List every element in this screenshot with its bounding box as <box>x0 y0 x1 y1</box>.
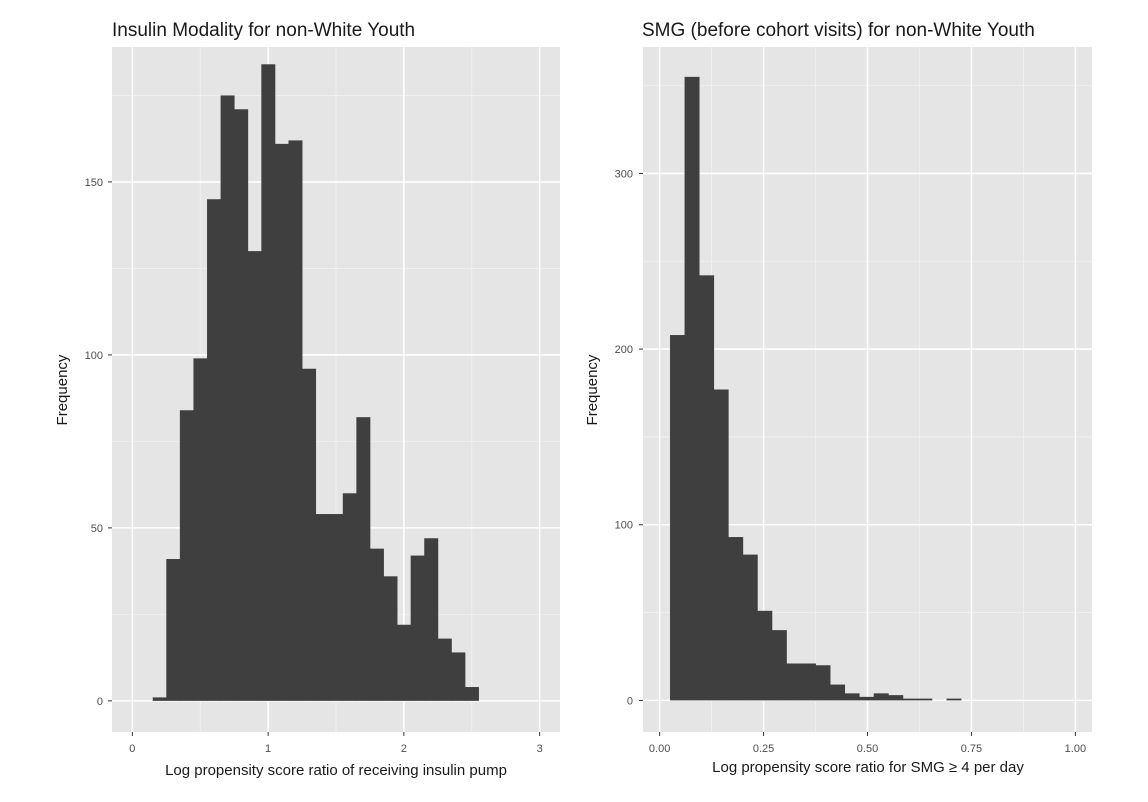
histogram-bar <box>234 109 249 701</box>
y-axis-ticks: 0 100 200 300 <box>615 168 643 707</box>
histogram-bar <box>274 143 289 701</box>
x-tick-label: 0.50 <box>857 743 878 755</box>
x-tick-label: 0 <box>129 743 135 755</box>
x-axis-ticks: 0 1 2 3 <box>129 732 543 755</box>
y-tick-label: 0 <box>97 696 103 708</box>
histogram-bar <box>410 555 425 701</box>
y-tick-label: 150 <box>85 177 103 189</box>
y-tick-label: 100 <box>85 350 103 362</box>
x-tick-label: 0.25 <box>753 743 774 755</box>
histogram-bar <box>713 389 729 701</box>
histogram-bar <box>342 493 357 701</box>
histogram-bar <box>844 693 860 701</box>
y-tick-label: 100 <box>615 520 633 532</box>
histogram-bar <box>207 199 222 701</box>
histogram-bar <box>728 537 744 701</box>
x-tick-label: 1.00 <box>1065 743 1086 755</box>
histogram-bars <box>670 76 962 701</box>
x-axis-ticks: 0.00 0.25 0.50 0.75 1.00 <box>649 732 1086 755</box>
histogram-bar <box>247 251 262 701</box>
histogram-bar <box>424 538 439 701</box>
histogram-bar <box>383 576 398 701</box>
histogram-bar <box>329 514 344 701</box>
x-tick-label: 1 <box>265 743 271 755</box>
x-tick-label: 0.00 <box>649 743 670 755</box>
histogram-bars <box>152 64 479 701</box>
x-axis-title: Log propensity score ratio of receiving … <box>165 762 507 779</box>
y-tick-label: 50 <box>91 523 103 535</box>
histogram-bar <box>261 64 276 701</box>
y-axis-title: Frequency <box>584 354 601 425</box>
y-tick-label: 300 <box>615 168 633 180</box>
histogram-bar <box>356 417 371 701</box>
histogram-bar <box>786 663 802 701</box>
chart-title: SMG (before cohort visits) for non-White… <box>642 20 1035 41</box>
x-tick-label: 0.75 <box>961 743 982 755</box>
y-tick-label: 0 <box>627 695 633 707</box>
histogram-bar <box>315 514 330 701</box>
histogram-panel-smg: SMG (before cohort visits) for non-White… <box>584 20 1092 776</box>
histogram-bar <box>166 559 181 701</box>
histogram-bar <box>288 140 303 701</box>
histogram-bar <box>815 665 831 701</box>
histogram-bar <box>946 698 962 701</box>
histogram-bar <box>699 275 715 701</box>
histogram-panel-insulin-modality: Insulin Modality for non-White Youth 0 50… <box>54 20 560 779</box>
histogram-bar <box>800 663 816 701</box>
histogram-bar <box>917 698 933 701</box>
y-axis-ticks: 0 50 100 150 <box>85 177 112 708</box>
y-axis-title: Frequency <box>54 354 71 425</box>
histogram-bar <box>757 610 773 701</box>
histogram-bar <box>193 358 208 701</box>
histogram-bar <box>369 548 384 701</box>
histogram-bar <box>220 95 235 701</box>
histogram-bar <box>771 630 787 701</box>
histogram-bar <box>302 368 317 701</box>
histogram-bar <box>397 624 412 701</box>
x-tick-label: 2 <box>401 743 407 755</box>
histogram-bar <box>873 693 889 701</box>
histogram-bar <box>684 76 700 701</box>
histogram-bar <box>902 698 918 701</box>
histogram-bar <box>859 696 875 701</box>
chart-title: Insulin Modality for non-White Youth <box>112 20 415 41</box>
histogram-bar <box>464 687 479 701</box>
histogram-bar <box>179 410 194 701</box>
x-tick-label: 3 <box>537 743 543 755</box>
y-tick-label: 200 <box>615 344 633 356</box>
x-axis-title: Log propensity score ratio for SMG ≥ 4 p… <box>712 759 1024 776</box>
histogram-bar <box>152 697 167 701</box>
histogram-bar <box>437 638 452 701</box>
histogram-bar <box>830 684 846 701</box>
histogram-bar <box>888 695 904 701</box>
histogram-bar <box>451 652 466 701</box>
histogram-bar <box>670 335 685 701</box>
histogram-bar <box>742 554 758 701</box>
